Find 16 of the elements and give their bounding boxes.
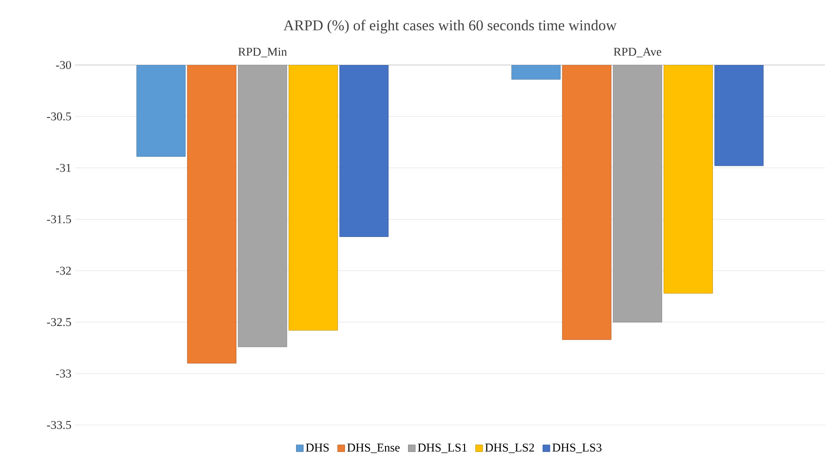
y-tick-label: -30.5: [47, 112, 72, 120]
legend-label: DHS_LS1: [418, 444, 467, 454]
y-tick-label: -30: [56, 60, 72, 70]
y-tick-label: -33: [56, 370, 72, 378]
y-tick-label: -32: [56, 266, 71, 275]
legend-label: DHS_LS2: [485, 444, 534, 454]
legend-label: DHS_LS3: [552, 444, 602, 454]
y-tick-label: -31.5: [47, 215, 72, 224]
x-tick-label: RPD_Ave: [614, 48, 662, 58]
legend-label: DHS_Ense: [347, 444, 400, 454]
x-tick-label: RPD_Min: [238, 48, 287, 58]
y-tick-label: -33.5: [47, 420, 72, 430]
legend-label: DHS: [306, 444, 329, 452]
y-tick-label: -32.5: [47, 318, 72, 326]
chart-title: ARPD (%) of eight cases with 60 seconds time window: [284, 20, 617, 34]
y-tick-label: -31: [56, 164, 71, 172]
